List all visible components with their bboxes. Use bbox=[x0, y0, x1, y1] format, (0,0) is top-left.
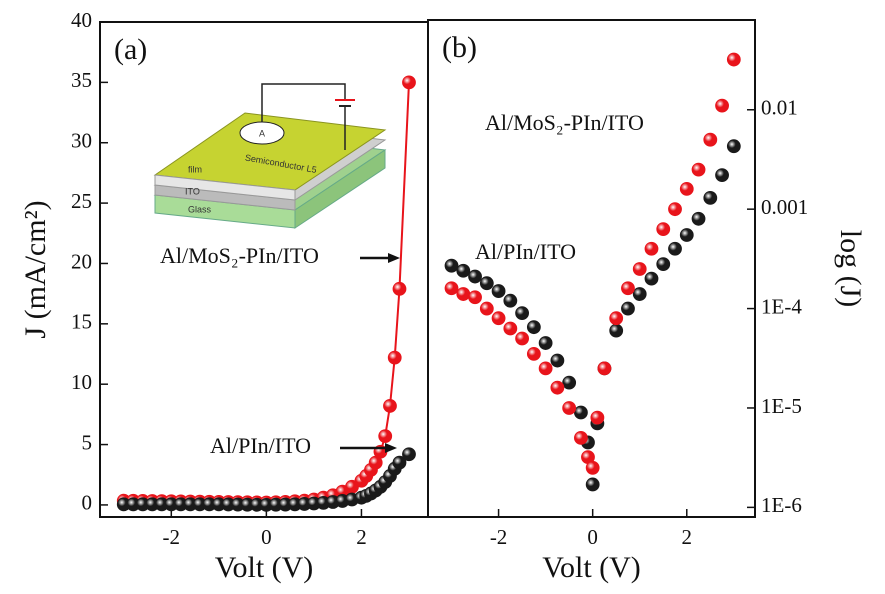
data-point bbox=[621, 282, 634, 295]
y-axis-title: J (mA/cm²) bbox=[19, 200, 52, 338]
data-point bbox=[445, 259, 458, 272]
figure: A Semiconductor L5 film ITO Glass -20205… bbox=[0, 0, 885, 594]
data-point bbox=[492, 312, 505, 325]
annotation: Al/PIn/ITO bbox=[210, 433, 311, 458]
y2-tick-label: 1E-5 bbox=[761, 394, 802, 418]
arrow-head bbox=[385, 443, 397, 453]
data-point bbox=[402, 76, 415, 89]
y2-axis-title: log (J) bbox=[834, 230, 867, 308]
data-point bbox=[516, 332, 529, 345]
data-point bbox=[539, 362, 552, 375]
data-point bbox=[516, 307, 529, 320]
data-point bbox=[633, 263, 646, 276]
y-tick-label: 0 bbox=[82, 491, 93, 515]
data-point bbox=[716, 99, 729, 112]
data-point bbox=[680, 182, 693, 195]
annotation: Al/PIn/ITO bbox=[475, 239, 576, 264]
data-point bbox=[527, 321, 540, 334]
x-axis-title: Volt (V) bbox=[542, 551, 641, 584]
data-point bbox=[527, 347, 540, 360]
data-point bbox=[457, 264, 470, 277]
inset-label: Glass bbox=[188, 204, 212, 214]
y-tick-label: 30 bbox=[71, 129, 92, 153]
data-point bbox=[716, 169, 729, 182]
data-point bbox=[402, 448, 415, 461]
inset-label: ITO bbox=[185, 186, 200, 196]
data-point bbox=[645, 242, 658, 255]
x-tick-label: 0 bbox=[587, 525, 598, 549]
y2-tick-label: 1E-4 bbox=[761, 294, 802, 318]
data-point bbox=[469, 270, 482, 283]
data-point bbox=[469, 291, 482, 304]
data-point bbox=[610, 324, 623, 337]
data-point bbox=[610, 312, 623, 325]
y2-tick-label: 0.001 bbox=[761, 195, 808, 219]
data-point bbox=[669, 203, 682, 216]
data-point bbox=[633, 288, 646, 301]
y2-tick-label: 0.01 bbox=[761, 96, 798, 120]
data-point bbox=[669, 242, 682, 255]
data-point bbox=[551, 381, 564, 394]
x-tick-label: -2 bbox=[490, 525, 508, 549]
y-tick-label: 10 bbox=[71, 370, 92, 394]
data-point bbox=[727, 53, 740, 66]
x-axis-title: Volt (V) bbox=[215, 551, 314, 584]
data-point bbox=[657, 223, 670, 236]
y-tick-label: 25 bbox=[71, 189, 92, 213]
data-point bbox=[388, 351, 401, 364]
data-point bbox=[591, 411, 604, 424]
y2-tick-label: 1E-6 bbox=[761, 493, 802, 517]
data-point bbox=[586, 478, 599, 491]
data-point bbox=[645, 272, 658, 285]
data-point bbox=[704, 133, 717, 146]
y-tick-label: 35 bbox=[71, 68, 92, 92]
data-point bbox=[383, 399, 396, 412]
data-point bbox=[551, 354, 564, 367]
data-point bbox=[704, 191, 717, 204]
data-point bbox=[480, 302, 493, 315]
y-tick-label: 5 bbox=[82, 430, 93, 454]
data-point bbox=[574, 431, 587, 444]
data-point bbox=[692, 163, 705, 176]
data-point bbox=[586, 461, 599, 474]
data-point bbox=[445, 282, 458, 295]
annotation: Al/MoS₂-PIn/ITO bbox=[160, 243, 319, 268]
data-point bbox=[379, 430, 392, 443]
inset-label: film bbox=[188, 164, 202, 174]
data-point bbox=[504, 322, 517, 335]
x-tick-label: 2 bbox=[356, 525, 367, 549]
data-point bbox=[563, 401, 576, 414]
data-point bbox=[480, 277, 493, 290]
data-point bbox=[457, 288, 470, 301]
inset-diagram: A Semiconductor L5 film ITO Glass bbox=[155, 84, 385, 228]
x-tick-label: -2 bbox=[163, 525, 181, 549]
inset-label: A bbox=[259, 128, 265, 138]
data-point bbox=[539, 337, 552, 350]
arrow-head bbox=[388, 253, 400, 263]
panel-label: (a) bbox=[114, 33, 147, 66]
data-point bbox=[393, 282, 406, 295]
data-point bbox=[680, 228, 693, 241]
data-point bbox=[574, 406, 587, 419]
x-tick-label: 2 bbox=[682, 525, 693, 549]
data-point bbox=[563, 376, 576, 389]
data-point bbox=[492, 285, 505, 298]
data-point bbox=[504, 294, 517, 307]
annotation: Al/MoS₂-PIn/ITO bbox=[485, 110, 644, 135]
y-tick-label: 40 bbox=[71, 8, 92, 32]
panel-label: (b) bbox=[442, 31, 477, 64]
data-point bbox=[692, 212, 705, 225]
data-point bbox=[598, 362, 611, 375]
x-tick-label: 0 bbox=[261, 525, 272, 549]
y-tick-label: 20 bbox=[71, 249, 92, 273]
data-point bbox=[621, 302, 634, 315]
data-point bbox=[657, 258, 670, 271]
data-point bbox=[727, 140, 740, 153]
y-tick-label: 15 bbox=[71, 310, 92, 334]
